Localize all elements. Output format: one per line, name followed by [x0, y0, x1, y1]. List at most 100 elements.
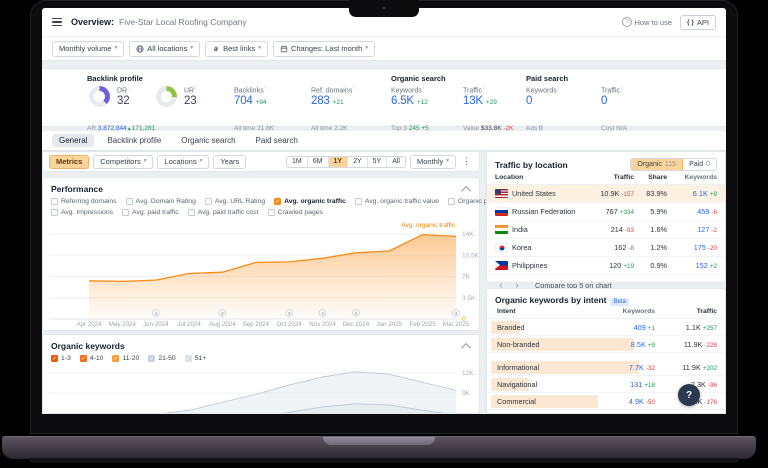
- checkbox-icon: ✓: [112, 355, 120, 362]
- checkbox-icon: [125, 198, 133, 205]
- filter-best-links[interactable]: Best links ▾: [205, 40, 268, 57]
- tab-organic-search[interactable]: Organic search: [181, 136, 236, 145]
- menu-icon[interactable]: [52, 17, 62, 27]
- checkbox-icon: [187, 209, 195, 216]
- toggle-avg-paid-traffic[interactable]: Avg. paid traffic: [122, 209, 179, 216]
- control-metrics[interactable]: Metrics: [49, 154, 90, 169]
- keywords-value[interactable]: 127: [697, 225, 710, 234]
- toggle-crawled-pages[interactable]: Crawled pages: [267, 209, 323, 216]
- intent-keywords-value[interactable]: 131: [630, 379, 643, 389]
- metric-label: Ref. domainsi: [311, 85, 354, 94]
- metric-value[interactable]: 283: [311, 95, 330, 108]
- metric-value[interactable]: 13K: [463, 95, 483, 108]
- app-window: Overview: Five-Star Local Roofing Compan…: [42, 8, 726, 414]
- range-1y[interactable]: 1Y: [328, 156, 349, 167]
- control-years[interactable]: Years: [213, 154, 247, 169]
- metric-value[interactable]: 6.5K: [391, 95, 414, 108]
- position-21-50[interactable]: ✓ 21-50: [148, 355, 176, 362]
- position-11-20[interactable]: ✓ 11-20: [112, 355, 139, 362]
- location-row-russian-federation[interactable]: Russian Federation 767 +334 5.9% 459 -6: [487, 203, 725, 221]
- metric-value[interactable]: 0: [601, 95, 608, 108]
- intent-row-non-branded[interactable]: Non-branded 8.5K +9 11.9K -228: [487, 336, 725, 353]
- range-all[interactable]: All: [387, 156, 405, 167]
- toggle-referring-domains[interactable]: Referring domains: [51, 198, 117, 205]
- filter-monthly-volume[interactable]: Monthly volume ▾: [52, 40, 125, 57]
- svg-text:May 2024: May 2024: [109, 321, 137, 328]
- column-header-traffic: Traffic: [696, 308, 717, 315]
- range-1m[interactable]: 1M: [287, 156, 308, 167]
- topbar-actions: ? How to use { } API: [621, 14, 716, 30]
- checkbox-label: Avg. URL Rating: [214, 198, 266, 205]
- toggle-avg-impressions[interactable]: Avg. Impressions: [51, 209, 113, 216]
- range-5y[interactable]: 5Y: [367, 156, 388, 167]
- keywords-position-chart[interactable]: 12K 9K: [43, 365, 480, 414]
- api-button[interactable]: { } API: [680, 14, 716, 30]
- metric-group-title: Organic search: [391, 74, 446, 83]
- intent-keywords-value[interactable]: 409: [633, 322, 646, 332]
- intent-keywords-value[interactable]: 8.5K: [630, 339, 646, 349]
- keywords-value[interactable]: 459: [697, 207, 710, 216]
- toggle-paid[interactable]: Paid 0: [683, 159, 716, 170]
- intent-keywords-value[interactable]: 7.7K: [628, 362, 644, 372]
- position-51+[interactable]: ✓ 51+: [184, 355, 206, 362]
- checkbox-label: Avg. paid traffic: [132, 209, 179, 216]
- keywords-value[interactable]: 175: [693, 243, 706, 252]
- location-row-philippines[interactable]: Philippines 120 +19 0.9% 152 +2: [487, 257, 725, 275]
- sub-value[interactable]: 0: [539, 125, 543, 132]
- metric-delta: +29: [485, 99, 497, 107]
- toggle-avg-organic-traffic-value[interactable]: Avg. organic traffic value: [354, 198, 439, 205]
- range-6m[interactable]: 6M: [307, 156, 329, 167]
- metric-group-title: Backlink profile: [87, 74, 143, 83]
- help-chat-button[interactable]: ?: [678, 384, 700, 406]
- toggle-avg-organic-traffic[interactable]: ✓ Avg. organic traffic: [274, 198, 346, 205]
- metric-main: Traffici 0: [601, 85, 622, 107]
- info-mark: i: [422, 85, 424, 90]
- filter-all-locations[interactable]: All locations ▾: [129, 40, 201, 57]
- metric-value[interactable]: 0: [526, 95, 533, 108]
- intent-row-navigational[interactable]: Navigational 131 +18 2.3K -96: [487, 376, 725, 393]
- interval-select[interactable]: Monthly ▾: [409, 154, 456, 169]
- position-1-3[interactable]: ✓ 1-3: [51, 355, 71, 362]
- sub-value: All time 2.2K: [311, 125, 348, 132]
- filter-changes-last-month[interactable]: Changes: Last month ▾: [272, 40, 376, 57]
- metric-value[interactable]: 704: [234, 95, 253, 108]
- filter-label: Monthly volume: [59, 44, 112, 53]
- metrics-summary: Backlink profile DRi 32 AR 3,872,844▲171,28…: [42, 68, 726, 132]
- control-competitors[interactable]: Competitors ▾: [93, 154, 154, 169]
- intent-keywords-value[interactable]: 4.9K: [628, 396, 644, 406]
- toggle-avg-paid-traffic-cost[interactable]: Avg. paid traffic cost: [187, 209, 259, 216]
- sub-value[interactable]: 3,872,844: [97, 125, 127, 132]
- keywords-cell: 127 -2: [667, 225, 717, 234]
- metric-delta: +12: [416, 99, 428, 107]
- keywords-value[interactable]: 6.1K: [692, 189, 708, 198]
- camera-icon: [382, 6, 386, 10]
- range-2y[interactable]: 2Y: [348, 156, 368, 167]
- how-to-use-button[interactable]: ? How to use: [621, 17, 672, 27]
- intent-row-informational[interactable]: Informational 7.7K -32 11.9K +202: [487, 359, 725, 376]
- intent-keywords-delta: -32: [645, 364, 655, 372]
- location-table-footer: ‹ › Compare top 5 on chart: [487, 275, 725, 295]
- location-row-korea[interactable]: Korea 162 -8 1.2% 175 -20: [487, 239, 725, 257]
- prev-page-arrow[interactable]: ‹: [499, 279, 503, 291]
- tab-general[interactable]: General: [52, 134, 95, 147]
- toggle-avg-domain-rating[interactable]: Avg. Domain Rating: [125, 198, 196, 205]
- next-page-arrow[interactable]: ›: [515, 279, 519, 291]
- metric-group-backlink-profile: Backlink profile DRi 32 AR 3,872,844▲171,28…: [87, 69, 391, 132]
- metric-main: Keywordsi 6.5K +12: [391, 85, 428, 107]
- location-row-india[interactable]: India 214 -93 1.6% 127 -2: [487, 221, 725, 239]
- toggle-avg-url-rating[interactable]: Avg. URL Rating: [204, 198, 266, 205]
- laptop-screen: Overview: Five-Star Local Roofing Compan…: [30, 0, 738, 434]
- toggle-organic[interactable]: Organic 115: [631, 159, 684, 170]
- tab-paid-search[interactable]: Paid search: [255, 136, 298, 145]
- location-row-united-states[interactable]: United States 10.9K -157 83.9% 6.1K +9: [487, 185, 725, 203]
- chevron-down-icon: ▾: [365, 44, 369, 51]
- keywords-value[interactable]: 152: [695, 261, 708, 270]
- more-options-icon[interactable]: ⋮: [462, 156, 471, 166]
- compare-top5-link[interactable]: Compare top 5 on chart: [535, 280, 612, 290]
- position-4-10[interactable]: ✓ 4-10: [79, 355, 103, 362]
- intent-row-branded[interactable]: Branded 409 +1 1.1K +257: [487, 319, 725, 336]
- control-locations[interactable]: Locations ▾: [157, 154, 210, 169]
- toggle-organic-pages[interactable]: Organic pages: [448, 198, 502, 205]
- organic-traffic-chart[interactable]: 14K 10.5K 7K 3.5K 0 Apr 2024 May 2024 Jun 2024 J…: [43, 213, 481, 332]
- tab-backlink-profile[interactable]: Backlink profile: [107, 136, 162, 145]
